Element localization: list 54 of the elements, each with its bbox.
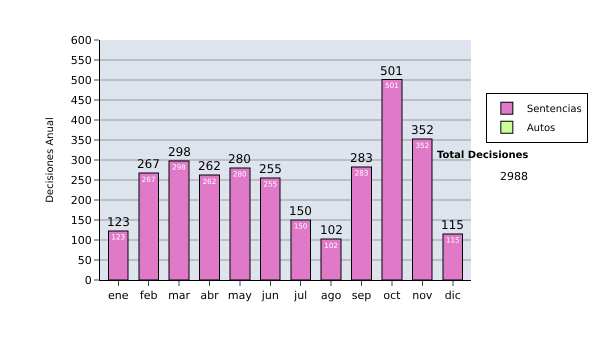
- total-label: 255: [259, 162, 282, 176]
- y-tick-label: 350: [70, 134, 92, 147]
- x-tick-label: mar: [168, 289, 191, 302]
- text: 2988: [500, 170, 528, 183]
- legend-label: Sentencias: [526, 104, 582, 116]
- y-tick-label: 150: [70, 214, 92, 227]
- y-tick-label: 600: [70, 34, 92, 47]
- y-tick-label: 550: [70, 54, 92, 67]
- data-label: 255: [263, 180, 278, 189]
- data-label: 115: [446, 236, 460, 245]
- total-label: 262: [198, 159, 221, 173]
- x-tick-label: jul: [293, 289, 308, 302]
- y-tick-label: 500: [70, 74, 92, 87]
- x-tick-label: abr: [200, 289, 220, 302]
- data-label: 262: [202, 176, 216, 186]
- annotation: Total Decisiones: [437, 150, 528, 161]
- x-tick-label: nov: [412, 289, 433, 302]
- x-tick-label: dic: [444, 289, 461, 302]
- y-axis-title: Decisiones Anual: [44, 117, 56, 203]
- y-tick-label: 300: [70, 154, 92, 167]
- data-label: 267: [142, 174, 156, 184]
- data-label: 102: [324, 240, 338, 250]
- total-label: 352: [411, 123, 434, 137]
- x-tick-label: jun: [260, 289, 279, 302]
- total-label: 267: [137, 157, 160, 171]
- total-label: 298: [168, 145, 191, 159]
- data-label: 280: [233, 170, 248, 179]
- y-tick-label: 50: [78, 254, 92, 267]
- y-tick-label: 200: [70, 194, 92, 207]
- x-tick-label: sep: [352, 289, 372, 302]
- y-tick-label: 400: [70, 114, 92, 127]
- x-tick-label: oct: [383, 289, 402, 302]
- total-label: 283: [350, 151, 373, 165]
- total-label: 501: [380, 64, 403, 78]
- data-label: 123: [111, 232, 126, 242]
- total-label: 123: [107, 215, 130, 229]
- data-label: 298: [172, 162, 186, 172]
- data-label: 352: [415, 140, 430, 150]
- total-label: 115: [441, 218, 464, 232]
- total-label: 280: [228, 152, 251, 166]
- y-tick-label: 0: [84, 274, 92, 287]
- x-tick-label: ago: [320, 289, 342, 302]
- legend-label: Autos: [526, 123, 556, 134]
- y-tick-label: 250: [70, 174, 92, 187]
- x-tick-label: ene: [108, 289, 129, 302]
- data-label: 501: [385, 81, 399, 90]
- y-tick-label: 450: [70, 94, 92, 107]
- total-label: 150: [289, 204, 312, 218]
- x-tick-label: feb: [140, 289, 158, 302]
- total-label: 102: [320, 223, 343, 237]
- y-tick-label: 100: [70, 234, 92, 247]
- data-label: 150: [294, 222, 308, 231]
- data-label: 283: [354, 168, 368, 178]
- x-tick-label: may: [228, 289, 252, 302]
